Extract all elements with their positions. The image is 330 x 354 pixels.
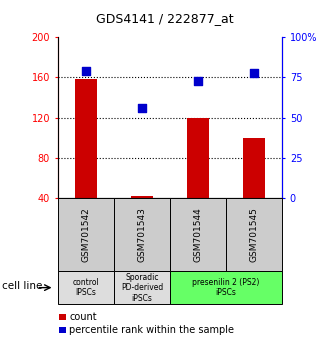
Bar	[187, 118, 209, 198]
Text: GSM701544: GSM701544	[193, 207, 203, 262]
Text: GSM701543: GSM701543	[137, 207, 147, 262]
Point	[195, 78, 201, 84]
Bar	[75, 79, 97, 198]
Text: count: count	[69, 312, 97, 322]
Point	[83, 68, 88, 74]
Text: GSM701545: GSM701545	[249, 207, 259, 262]
Text: GSM701542: GSM701542	[81, 207, 90, 262]
Text: presenilin 2 (PS2)
iPSCs: presenilin 2 (PS2) iPSCs	[192, 278, 260, 297]
Bar	[243, 138, 265, 198]
Text: control
IPSCs: control IPSCs	[72, 278, 99, 297]
Point	[251, 70, 257, 75]
Text: cell line: cell line	[2, 281, 42, 291]
Bar	[131, 196, 153, 198]
Text: GDS4141 / 222877_at: GDS4141 / 222877_at	[96, 12, 234, 25]
Point	[139, 105, 145, 111]
Text: Sporadic
PD-derived
iPSCs: Sporadic PD-derived iPSCs	[121, 273, 163, 303]
Text: percentile rank within the sample: percentile rank within the sample	[69, 325, 234, 335]
